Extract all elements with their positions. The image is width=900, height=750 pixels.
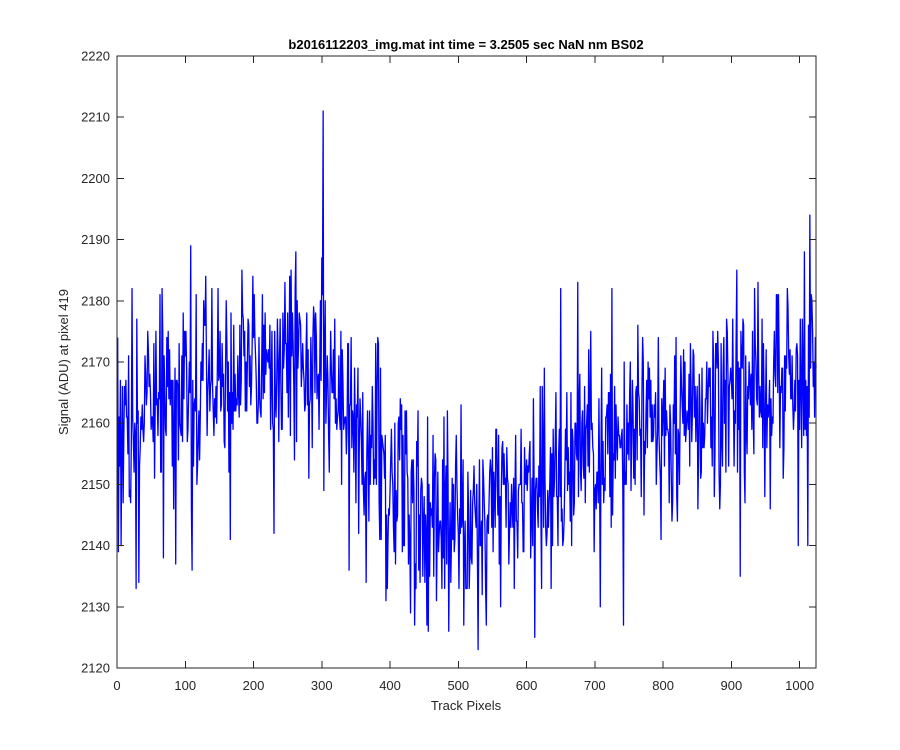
y-tick-label: 2220: [81, 49, 110, 64]
x-tick-label: 900: [721, 678, 743, 693]
y-tick-label: 2140: [81, 538, 110, 553]
y-tick-label: 2120: [81, 661, 110, 676]
x-tick-label: 600: [516, 678, 538, 693]
y-tick-label: 2150: [81, 477, 110, 492]
y-tick-label: 2130: [81, 599, 110, 614]
axes-box: [116, 55, 817, 669]
x-tick-label: 700: [584, 678, 606, 693]
series-layer: [117, 110, 817, 651]
x-axis-label: Track Pixels: [431, 698, 502, 713]
y-tick-label: 2160: [81, 416, 110, 431]
chart-title: b2016112203_img.mat int time = 3.2505 se…: [288, 37, 643, 52]
y-tick-label: 2210: [81, 110, 110, 125]
x-tick-label: 100: [174, 678, 196, 693]
y-axis-label: Signal (ADU) at pixel 419: [56, 289, 71, 435]
x-tick-label: 200: [243, 678, 265, 693]
y-tick-label: 2200: [81, 171, 110, 186]
x-tick-label: 1000: [785, 678, 814, 693]
y-tick-label: 2170: [81, 355, 110, 370]
y-tick-label: 2180: [81, 293, 110, 308]
y-tick-label: 2190: [81, 232, 110, 247]
x-tick-label: 500: [447, 678, 469, 693]
x-tick-label: 800: [652, 678, 674, 693]
x-tick-label: 400: [379, 678, 401, 693]
x-tick-label: 0: [113, 678, 120, 693]
series-line-signal: [117, 110, 817, 651]
axis-ticks: 0 100 200 300 400 500 600 700 800 900 1000 2120 2130…: [81, 49, 816, 693]
x-tick-label: 300: [311, 678, 333, 693]
